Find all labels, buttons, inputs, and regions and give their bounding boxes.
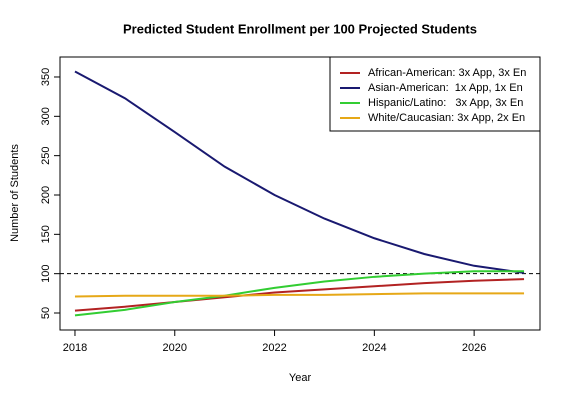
legend-box xyxy=(329,56,541,132)
chart-title: Predicted Student Enrollment per 100 Pro… xyxy=(123,21,477,36)
series-line xyxy=(74,278,525,312)
series-line xyxy=(74,292,525,298)
x-tick-label: 2026 xyxy=(462,342,486,354)
y-tick-label: 150 xyxy=(40,225,52,243)
x-tick-label: 2022 xyxy=(262,342,286,354)
series-line xyxy=(74,70,525,274)
legend-label: Hispanic/Latino: 3x App, 3x En xyxy=(368,97,523,109)
y-tick-label: 50 xyxy=(40,307,52,319)
x-tick-label: 2024 xyxy=(362,342,386,354)
plot-frame xyxy=(59,56,541,331)
y-tick-label: 300 xyxy=(40,107,52,125)
x-axis-label: Year xyxy=(289,372,312,384)
y-tick-label: 350 xyxy=(40,68,52,86)
legend-label: Asian-American: 1x App, 1x En xyxy=(368,82,523,94)
y-tick-label: 200 xyxy=(40,186,52,204)
y-tick-label: 100 xyxy=(40,264,52,282)
y-axis-label: Number of Students xyxy=(9,144,21,242)
legend-label: African-American: 3x App, 3x En xyxy=(368,67,526,79)
legend-label: White/Caucasian: 3x App, 2x En xyxy=(368,112,525,124)
series-line xyxy=(74,270,525,317)
x-tick-label: 2018 xyxy=(63,342,87,354)
y-tick-label: 250 xyxy=(40,146,52,164)
x-tick-label: 2020 xyxy=(163,342,187,354)
